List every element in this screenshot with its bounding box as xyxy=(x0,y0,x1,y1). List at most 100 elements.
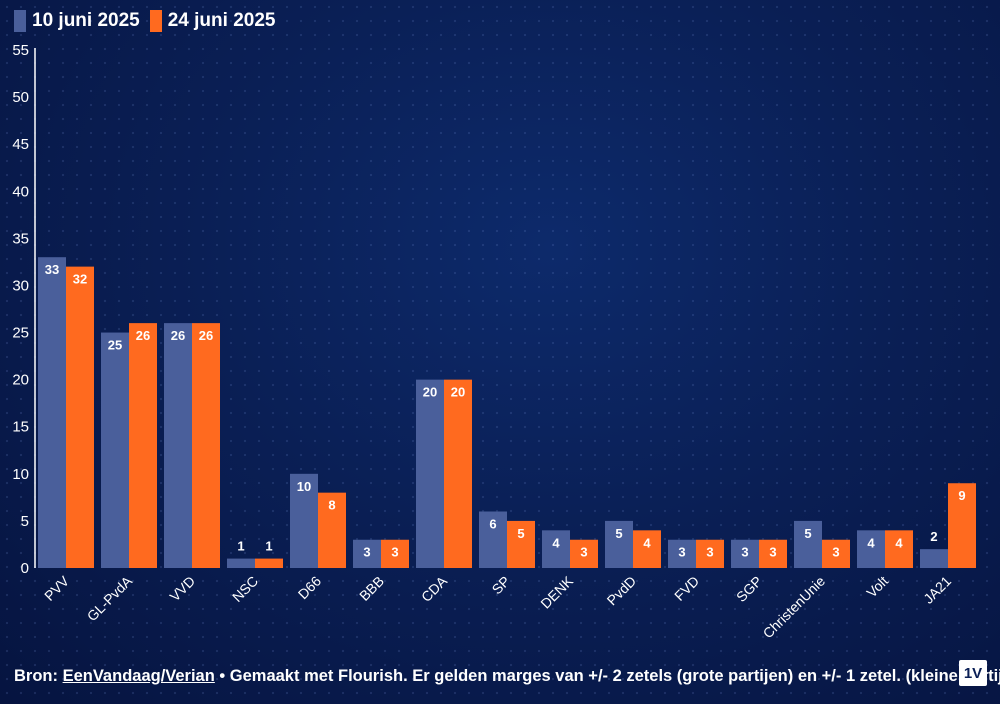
y-tick-label: 10 xyxy=(12,466,29,483)
y-tick-label: 55 xyxy=(12,42,29,59)
x-tick-label: CDA xyxy=(418,572,451,605)
data-label: 6 xyxy=(489,516,496,531)
data-label: 20 xyxy=(423,385,437,400)
legend-label-series-b: 24 juni 2025 xyxy=(167,10,276,31)
data-label: 10 xyxy=(297,479,311,494)
data-label: 3 xyxy=(391,545,398,560)
bar-series-a xyxy=(290,473,318,568)
y-tick-label: 40 xyxy=(12,183,29,200)
data-label: 1 xyxy=(237,539,244,554)
bar-series-b xyxy=(381,539,409,568)
logo-text: 1V xyxy=(963,664,983,682)
bar-series-a xyxy=(668,539,696,568)
legend-swatch-series-b xyxy=(149,10,162,32)
legend-item-series-b[interactable]: 24 juni 2025 xyxy=(149,10,276,32)
data-label: 32 xyxy=(73,272,87,287)
bar-series-a xyxy=(857,530,885,568)
x-tick-label: SP xyxy=(489,573,514,598)
data-label: 26 xyxy=(171,328,185,343)
bar-series-b xyxy=(759,539,787,568)
bar-series-a xyxy=(605,520,633,568)
y-tick-label: 15 xyxy=(12,419,29,436)
source-link[interactable]: EenVandaag/Verian xyxy=(62,667,215,685)
bar-series-a xyxy=(353,539,381,568)
x-tick-label: NSC xyxy=(229,573,261,605)
bar-series-b xyxy=(318,492,346,568)
bar-series-a xyxy=(164,323,192,568)
eenvandaag-logo: 1V xyxy=(959,660,987,686)
x-tick-label: BBB xyxy=(356,573,387,604)
data-label: 3 xyxy=(678,545,685,560)
bar-series-a xyxy=(38,257,66,568)
bar-series-a xyxy=(416,379,444,568)
x-tick-label: SGP xyxy=(733,573,765,605)
data-label: 4 xyxy=(643,535,651,550)
y-tick-label: 50 xyxy=(12,89,29,106)
y-tick-label: 0 xyxy=(21,560,29,577)
data-label: 8 xyxy=(328,498,335,513)
x-tick-label: FVD xyxy=(671,573,702,604)
x-tick-label: JA21 xyxy=(920,573,954,607)
data-label: 26 xyxy=(199,328,213,343)
data-label: 3 xyxy=(769,545,776,560)
bar-series-b xyxy=(570,539,598,568)
data-label: 9 xyxy=(958,488,965,503)
data-label: 5 xyxy=(804,526,811,541)
x-tick-label: Volt xyxy=(863,573,891,601)
y-tick-label: 30 xyxy=(12,277,29,294)
data-label: 33 xyxy=(45,262,59,277)
bar-series-b xyxy=(948,483,976,568)
data-label: 26 xyxy=(136,328,150,343)
bar-series-b xyxy=(66,266,94,568)
data-label: 20 xyxy=(451,385,465,400)
x-tick-label: D66 xyxy=(295,573,325,603)
y-tick-label: 5 xyxy=(21,513,29,530)
data-label: 2 xyxy=(930,529,937,544)
bar-series-b xyxy=(633,530,661,568)
x-tick-label: PVV xyxy=(41,572,73,604)
bar-series-a xyxy=(731,539,759,568)
data-label: 3 xyxy=(706,545,713,560)
legend: 10 juni 2025 24 juni 2025 xyxy=(14,10,275,32)
bar-series-a xyxy=(920,549,948,568)
y-tick-label: 45 xyxy=(12,136,29,153)
legend-item-series-a[interactable]: 10 juni 2025 xyxy=(14,10,140,32)
data-label: 5 xyxy=(517,526,524,541)
data-label: 5 xyxy=(615,526,622,541)
bar-series-b xyxy=(507,520,535,568)
bar-series-b xyxy=(444,379,472,568)
bar-series-a xyxy=(479,511,507,568)
y-tick-label: 35 xyxy=(12,230,29,247)
bar-series-a xyxy=(227,558,255,568)
bar-series-a xyxy=(101,332,129,568)
footer-note: • Gemaakt met Flourish. Er gelden marges… xyxy=(214,667,1000,685)
legend-label-series-a: 10 juni 2025 xyxy=(32,10,140,31)
x-tick-label: ChristenUnie xyxy=(760,573,829,642)
bar-series-a xyxy=(794,520,822,568)
data-label: 3 xyxy=(741,545,748,560)
bar-series-b xyxy=(822,539,850,568)
data-label: 4 xyxy=(552,535,560,550)
legend-swatch-series-a xyxy=(14,10,26,32)
x-tick-label: VVD xyxy=(166,573,198,605)
data-label: 3 xyxy=(832,545,839,560)
bar-series-b xyxy=(255,558,283,568)
data-label: 4 xyxy=(867,535,875,550)
x-tick-label: GL-PvdA xyxy=(84,572,136,624)
footer-prefix: Bron: xyxy=(14,667,63,685)
bar-series-b xyxy=(885,530,913,568)
data-label: 3 xyxy=(580,545,587,560)
bar-series-b xyxy=(696,539,724,568)
data-label: 25 xyxy=(108,338,122,353)
data-label: 3 xyxy=(363,545,370,560)
x-tick-label: PvdD xyxy=(604,573,640,609)
x-tick-label: DENK xyxy=(537,572,576,611)
y-tick-label: 25 xyxy=(12,325,29,342)
bar-series-b xyxy=(129,323,157,568)
y-tick-label: 20 xyxy=(12,372,29,389)
data-label: 4 xyxy=(895,535,903,550)
data-label: 1 xyxy=(265,539,272,554)
bar-series-b xyxy=(192,323,220,568)
source-footer: Bron: EenVandaag/Verian • Gemaakt met Fl… xyxy=(14,667,1000,686)
